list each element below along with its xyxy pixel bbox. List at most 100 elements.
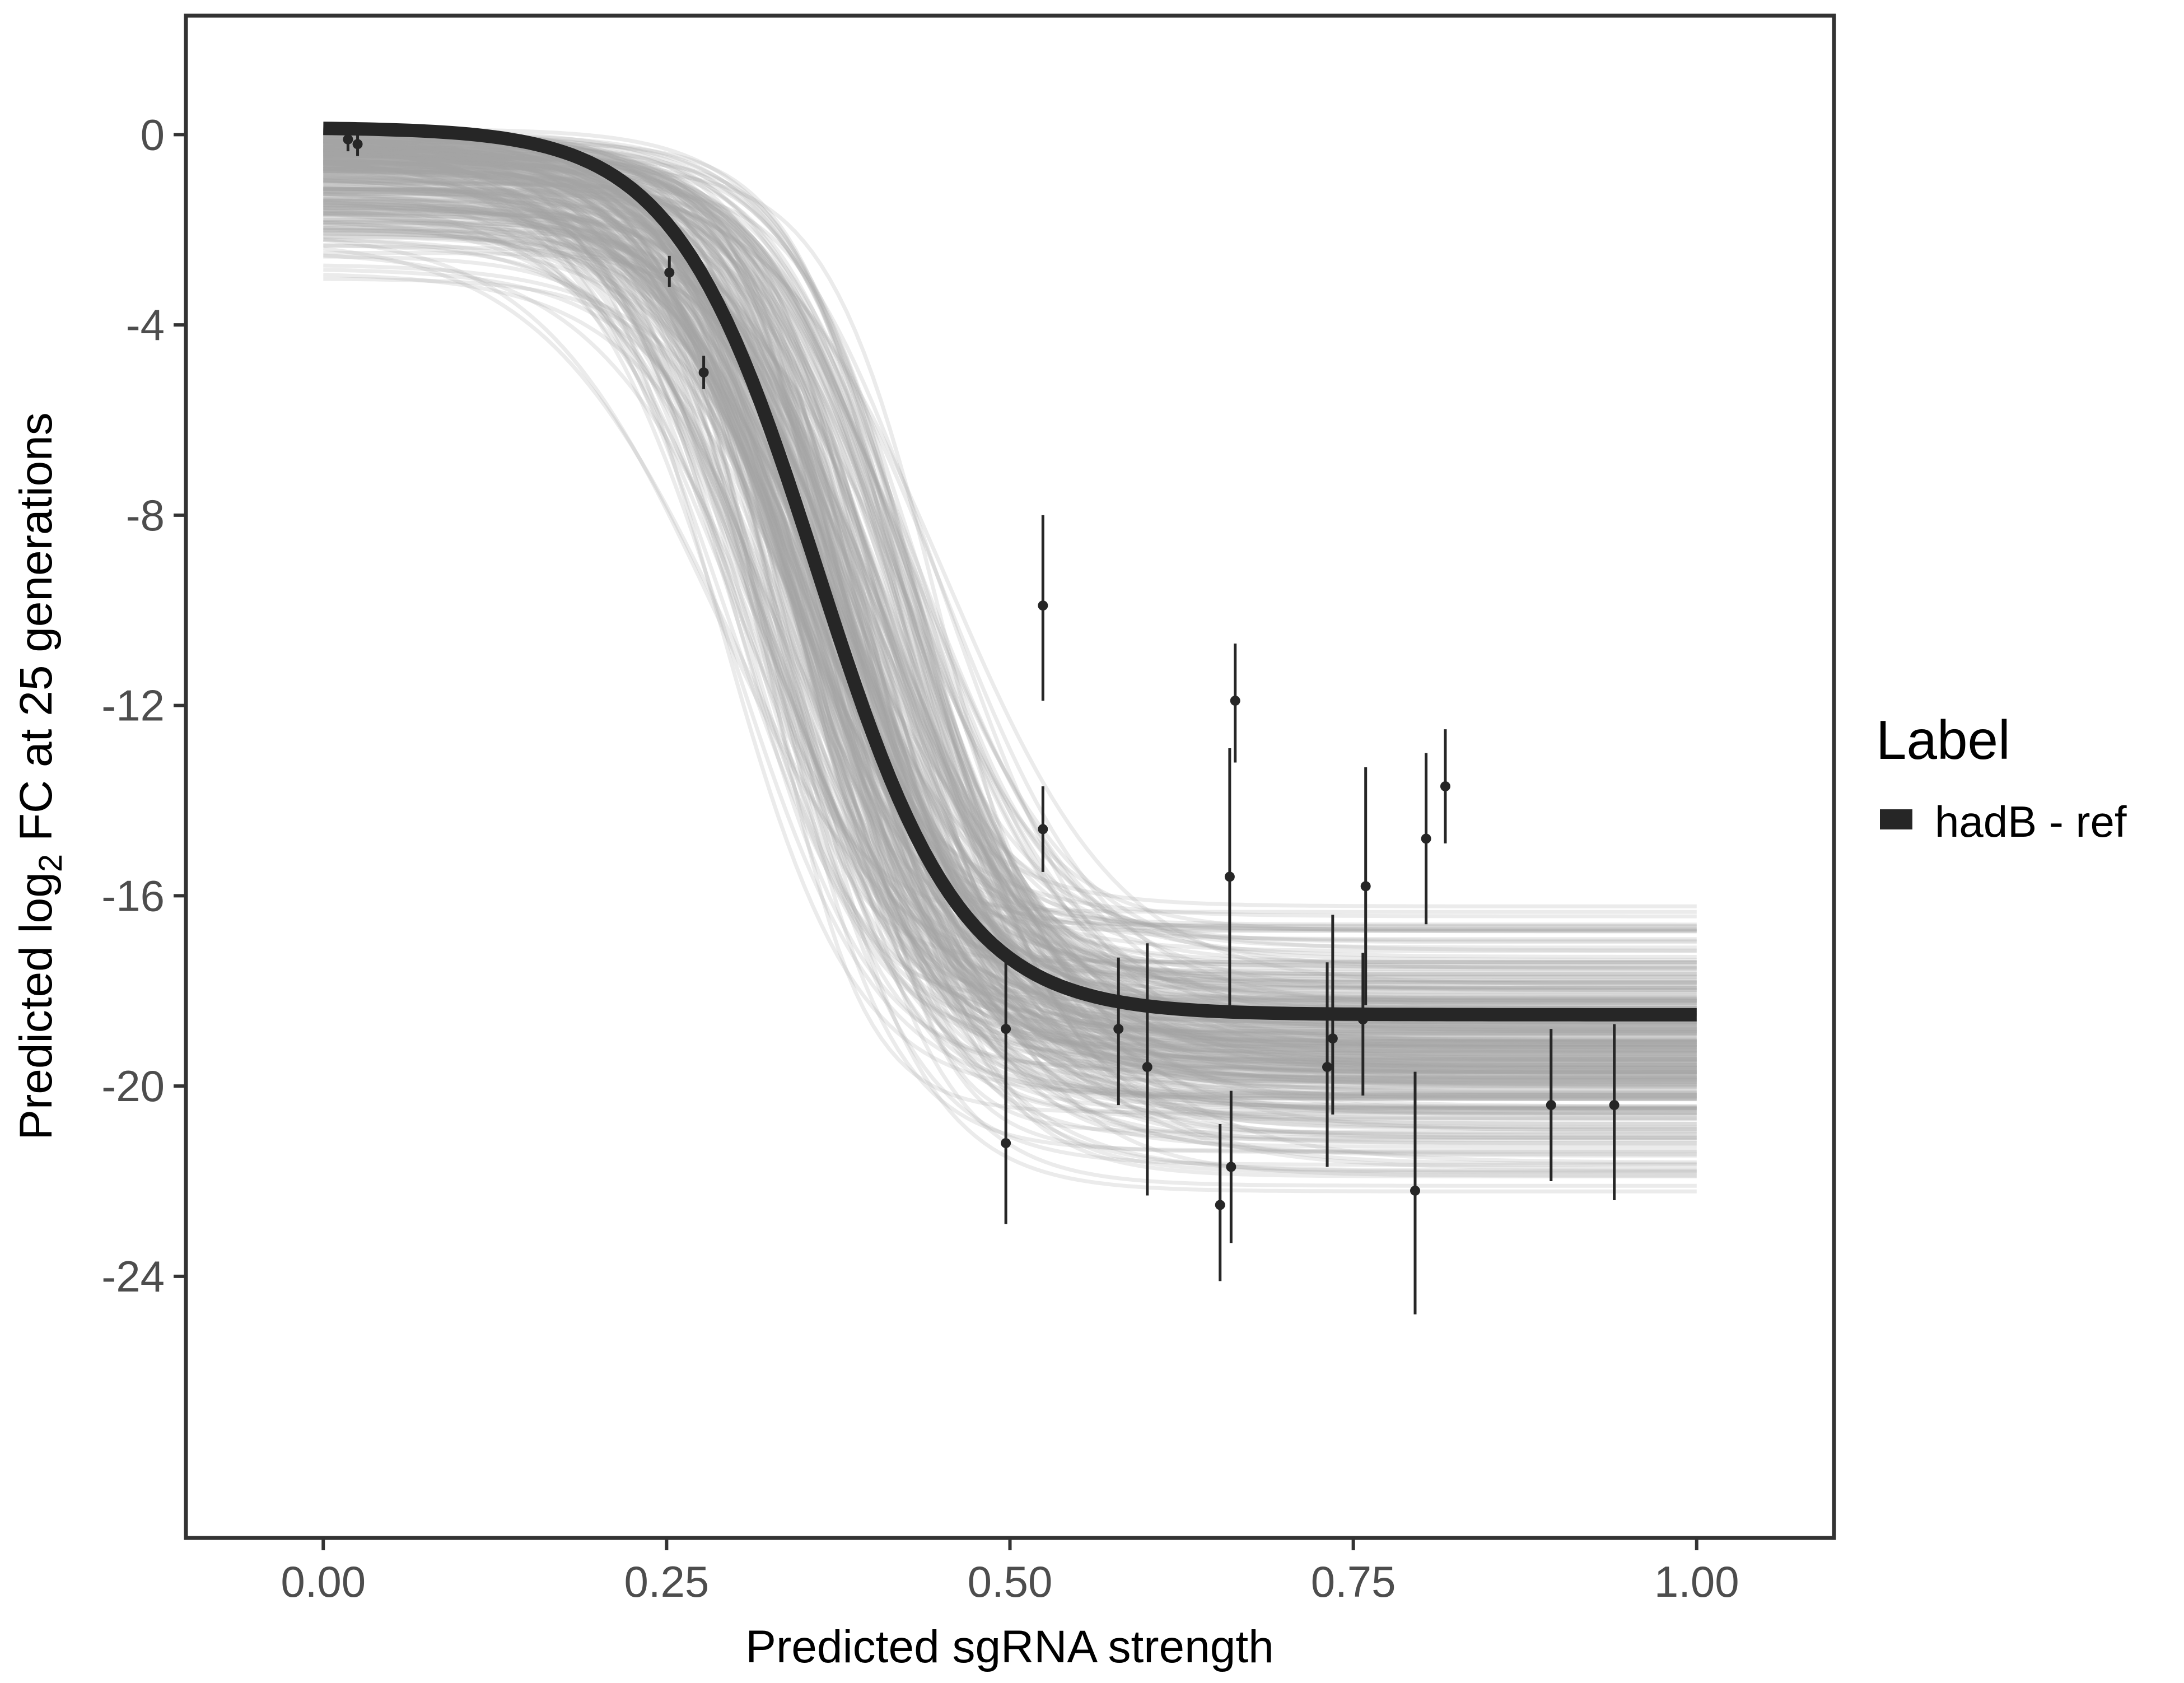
posterior-draw-line [323,148,1697,1140]
posterior-draw-line [323,160,1697,1154]
posterior-draw-line [323,198,1697,1050]
posterior-draw-line [323,166,1697,1043]
fit-line-hadB-ref [323,122,1697,1022]
posterior-draw-line [323,192,1697,1077]
posterior-draw-line [323,218,1697,1097]
y-axis-title-prefix: Predicted log [11,872,62,1140]
posterior-draw-line [323,192,1697,914]
posterior-draw-line [323,144,1697,1097]
data-point [1421,833,1431,844]
posterior-draw-line [323,137,1697,1126]
data-point [1546,1100,1556,1111]
posterior-draw-line [323,231,1697,1055]
posterior-draw-line [323,155,1697,970]
posterior-draw-line [323,151,1697,1073]
posterior-draw-line [323,151,1697,1157]
posterior-draw-line [323,175,1697,1099]
posterior-draw-line [323,161,1697,1090]
x-axis: 0.00 0.25 0.50 0.75 1.00 [281,1540,1739,1606]
posterior-draw-line [323,129,1697,1056]
posterior-draw-line [323,188,1697,1101]
posterior-draw-line [323,206,1697,1032]
data-point [1215,1200,1225,1210]
posterior-draw-line [323,160,1697,999]
posterior-draw-line [323,128,1697,1001]
posterior-draw-line [323,150,1697,1074]
posterior-draw-line [323,152,1697,1027]
posterior-draw-line [323,169,1697,1174]
posterior-draw-line [323,220,1697,1087]
posterior-draw-line [323,206,1697,1025]
posterior-draw-line [323,208,1697,1130]
posterior-draw-line [323,160,1697,1084]
posterior-draw-line [323,131,1697,1097]
y-tick-label: -8 [126,491,165,540]
posterior-draw-line [323,196,1697,1101]
posterior-draw-line [323,150,1697,1140]
posterior-draw-line [323,226,1697,1046]
posterior-draw-line [323,193,1697,1081]
posterior-draw-line [323,164,1697,908]
posterior-draw-line [323,206,1697,933]
posterior-draw-line [323,178,1697,1008]
legend-key [1880,809,1912,829]
data-point [343,134,353,144]
posterior-draw-line [323,189,1697,1036]
posterior-draw-line [323,179,1697,1082]
data-point [1038,600,1048,611]
posterior-draw-line [323,151,1697,976]
posterior-draw-line [323,230,1697,1028]
posterior-draw-line [323,203,1697,1097]
data-point [664,267,675,278]
posterior-draw-line [323,218,1697,1093]
posterior-draw-line [323,141,1697,1061]
posterior-draw-line [323,137,1697,1171]
posterior-draw-line [323,169,1697,1115]
posterior-draw-line [323,202,1697,978]
posterior-draw-line [323,160,1697,1194]
posterior-draw-line [323,166,1697,1085]
posterior-draw-line [323,160,1697,1067]
posterior-draw-line [323,189,1697,972]
data-point [1609,1100,1620,1111]
posterior-draw-line [323,150,1697,1033]
data-point [352,139,363,150]
posterior-draw-line [323,160,1697,1072]
data-point [1360,881,1371,892]
posterior-draws [323,127,1697,1194]
posterior-draw-line [323,184,1697,1064]
posterior-draw-line [323,217,1697,965]
posterior-draw-line [323,237,1697,1025]
posterior-draw-line [323,139,1697,1067]
posterior-draw-line [323,136,1697,1131]
posterior-draw-line [323,132,1697,1057]
posterior-draw-line [323,132,1697,1062]
posterior-draw-line [323,160,1697,1121]
posterior-draw-line [323,174,1697,1133]
data-point [1322,1062,1333,1073]
x-tick-label: 1.00 [1654,1557,1739,1606]
posterior-draw-line [323,169,1697,968]
data-point [1440,781,1450,791]
posterior-draw-line [323,207,1697,1044]
posterior-draw-line [323,220,1697,1079]
posterior-draw-line [323,128,1697,1061]
posterior-draw-line [323,223,1697,1178]
posterior-draw-line [323,130,1697,979]
data-point [1410,1185,1420,1196]
posterior-draw-line [323,150,1697,997]
posterior-draw-line [323,165,1697,1153]
posterior-draw-line [323,254,1697,1167]
posterior-draw-line [323,147,1697,1050]
posterior-draw-line [323,150,1697,1164]
posterior-draw-line [323,129,1697,1098]
x-tick-label: 0.50 [968,1557,1053,1606]
posterior-draw-line [323,200,1697,932]
posterior-draw-line [323,152,1697,1120]
posterior-draw-line [323,153,1697,1074]
posterior-draw-line [323,228,1697,1034]
posterior-draw-line [323,167,1697,1003]
posterior-draw-line [323,184,1697,1024]
posterior-draw-line [323,131,1697,1070]
